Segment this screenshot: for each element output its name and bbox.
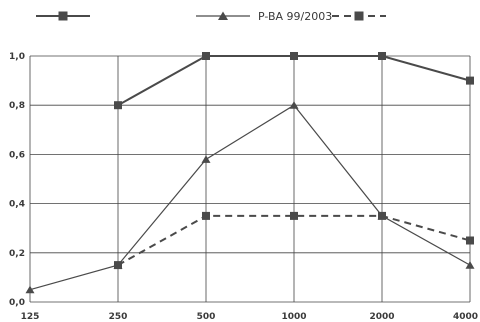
y-tick-label: 0,8 xyxy=(9,101,25,111)
legend-marker xyxy=(354,11,364,21)
legend-marker xyxy=(218,11,228,21)
series-line-1 xyxy=(29,104,471,291)
legend-entry-2 xyxy=(332,11,386,21)
axis-labels: 0,0 0,2 0,4 0,6 0,8 1,0 125 250 500 1000 2000 4000 xyxy=(9,52,478,322)
data-series xyxy=(25,52,475,294)
legend-entry-1: P-BA 99/2003 xyxy=(196,10,332,23)
data-point xyxy=(465,261,475,269)
data-point xyxy=(466,76,474,85)
data-point xyxy=(466,236,474,245)
data-point xyxy=(201,155,211,163)
x-tick-label: 1000 xyxy=(281,312,306,322)
x-tick-label: 500 xyxy=(197,312,216,322)
x-tick-label: 125 xyxy=(21,312,40,322)
legend-marker xyxy=(58,11,68,21)
series-2 xyxy=(114,211,474,270)
data-point xyxy=(289,101,299,109)
data-point xyxy=(202,52,210,60)
y-tick-label: 0,0 xyxy=(9,298,25,308)
legend: P-BA 99/2003 xyxy=(36,10,386,23)
grid xyxy=(29,55,471,303)
legend-label: P-BA 99/2003 xyxy=(258,10,332,23)
x-tick-label: 4000 xyxy=(453,312,478,322)
y-tick-label: 0,4 xyxy=(9,200,25,210)
data-point xyxy=(25,285,35,294)
data-point xyxy=(378,211,386,220)
y-tick-label: 0,2 xyxy=(9,249,25,259)
y-tick-label: 0,6 xyxy=(9,150,25,160)
series-1 xyxy=(25,101,475,294)
series-0 xyxy=(114,52,474,110)
data-point xyxy=(114,101,122,110)
data-point xyxy=(202,211,210,220)
data-point xyxy=(378,52,386,60)
x-tick-label: 250 xyxy=(109,312,128,322)
x-tick-label: 2000 xyxy=(369,312,394,322)
data-point xyxy=(290,211,298,220)
legend-entry-0 xyxy=(36,11,90,21)
data-point xyxy=(114,261,122,270)
y-tick-label: 1,0 xyxy=(9,52,25,62)
data-point xyxy=(290,52,298,60)
